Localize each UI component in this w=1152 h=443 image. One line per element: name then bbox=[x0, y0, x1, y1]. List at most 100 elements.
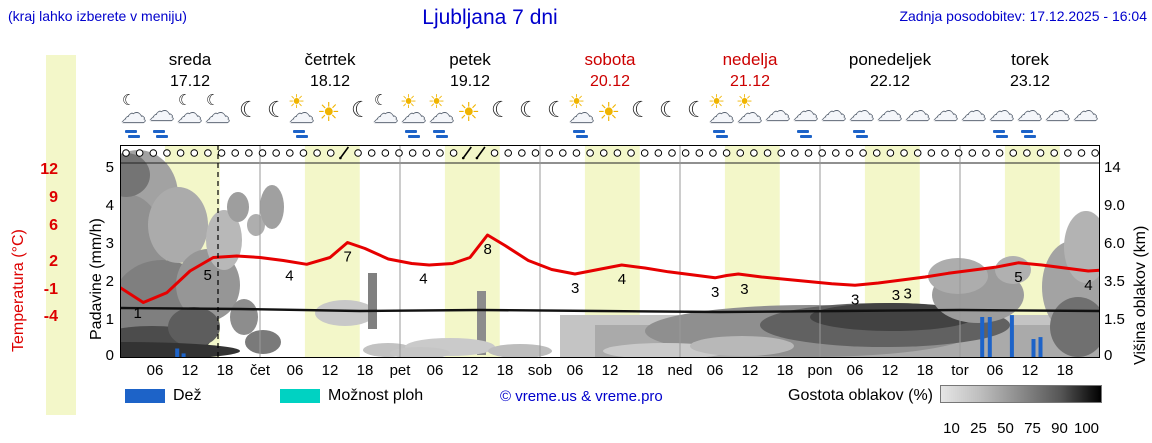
shower-symbol-dot bbox=[461, 156, 465, 160]
temperature-value-label: 5 bbox=[204, 267, 212, 284]
weather-icon-moon-cloud: ☾ ☁ bbox=[176, 90, 204, 142]
cloud-icon: ☁ bbox=[1017, 98, 1042, 126]
day-name: sobota bbox=[584, 50, 636, 69]
day-name: petek bbox=[449, 50, 491, 69]
temperature-value-label: 3 bbox=[892, 287, 900, 304]
sky-cover-symbol bbox=[736, 149, 745, 157]
moon-icon: ☾ bbox=[178, 92, 192, 109]
sky-cover-symbol bbox=[559, 149, 567, 157]
rain-bar bbox=[1031, 339, 1036, 358]
weather-icon-moon: ☾ bbox=[652, 90, 680, 142]
x-tick: 18 bbox=[1056, 362, 1074, 379]
daylight-band bbox=[444, 145, 500, 358]
moon-icon: ☾ bbox=[519, 97, 539, 122]
x-tick: 06 bbox=[146, 362, 164, 379]
weather-icon-sun-cloud-rain: ☀ ☁ bbox=[708, 90, 736, 142]
sky-cover-symbol bbox=[886, 149, 895, 157]
rain-bar bbox=[987, 317, 992, 358]
day-header-nedelja: nedelja 21.12 bbox=[680, 50, 820, 91]
rain-bar bbox=[1009, 315, 1014, 358]
sky-cover-symbol bbox=[395, 149, 403, 157]
cloud-density-scale-labels: 10 25 50 75 90 100 bbox=[938, 420, 1104, 437]
day-date: 20.12 bbox=[589, 73, 631, 90]
day-header-sreda: sreda 17.12 bbox=[120, 50, 260, 91]
sky-cover-symbol bbox=[531, 149, 540, 157]
day-name: ponedeljek bbox=[848, 50, 932, 69]
sun-icon: ☀ bbox=[597, 97, 621, 127]
day-date: 23.12 bbox=[1009, 73, 1051, 90]
weather-icon-sun: ☀ bbox=[316, 90, 344, 142]
moon-icon: ☾ bbox=[491, 97, 511, 122]
rain-mark bbox=[408, 135, 420, 138]
rain-mark bbox=[405, 130, 417, 133]
x-tick: 12 bbox=[1021, 362, 1039, 379]
cloud-icon: ☁ bbox=[877, 98, 902, 126]
cloud-icon: ☁ bbox=[793, 98, 818, 126]
rain-mark bbox=[716, 135, 728, 138]
weather-icon-cloud-rain: ☁ bbox=[988, 90, 1016, 142]
sky-cover-symbol bbox=[995, 149, 1004, 157]
sky-cover-symbol bbox=[832, 149, 840, 157]
day-date: 17.12 bbox=[169, 73, 211, 90]
showers-legend-swatch bbox=[280, 389, 320, 403]
cloud-icon: ☁ bbox=[205, 100, 230, 128]
location-hint: (kraj lahko izberete v meniju) bbox=[8, 8, 187, 24]
page-title: Ljubljana 7 dni bbox=[422, 6, 558, 29]
x-tick: 18 bbox=[216, 362, 234, 379]
last-updated: Zadnja posodobitev: 17.12.2025 - 16:04 bbox=[899, 8, 1147, 24]
rain-bar bbox=[175, 348, 180, 358]
sun-icon: ☀ bbox=[317, 97, 341, 127]
sky-cover-symbol bbox=[299, 149, 308, 157]
cloud-density-scale-bar bbox=[940, 385, 1102, 403]
sky-cover-symbol bbox=[163, 149, 171, 157]
sky-cover-symbol bbox=[545, 149, 553, 157]
weather-icon-sun: ☀ bbox=[456, 90, 484, 142]
temperature-value-label: 3 bbox=[851, 291, 859, 308]
cloud-icon: ☁ bbox=[569, 100, 594, 128]
rain-mark bbox=[797, 130, 809, 133]
weather-icon-sun-rain: ☀ ☁ bbox=[428, 90, 456, 142]
x-tick: 06 bbox=[286, 362, 304, 379]
cloud-height-tick: 3.5 bbox=[1104, 273, 1125, 290]
rain-mark bbox=[128, 135, 140, 138]
sun-icon: ☀ bbox=[708, 92, 726, 113]
weather-icon-cloud: ☁ bbox=[932, 90, 960, 142]
rain-mark bbox=[573, 130, 585, 133]
sky-cover-symbol bbox=[968, 149, 977, 157]
sky-cover-symbol bbox=[1050, 149, 1059, 157]
rain-mark bbox=[296, 135, 308, 138]
sky-cover-symbol bbox=[572, 149, 581, 157]
sky-cover-symbol bbox=[245, 149, 253, 157]
weather-icon-cloud: ☁ bbox=[960, 90, 988, 142]
cloud-area bbox=[227, 192, 249, 222]
temperature-value-label: 1 bbox=[134, 305, 142, 322]
sky-cover-symbol bbox=[668, 149, 676, 157]
sky-cover-symbol bbox=[149, 149, 158, 157]
sun-icon: ☀ bbox=[568, 92, 586, 113]
rain-mark bbox=[853, 130, 865, 133]
precip-tick: 5 bbox=[105, 159, 114, 176]
cloud-height-tick: 9.0 bbox=[1104, 197, 1125, 214]
precip-tick: 4 bbox=[105, 197, 114, 214]
sky-cover-symbol bbox=[354, 149, 362, 157]
temperature-value-label: 8 bbox=[484, 241, 492, 258]
sky-cover-symbol bbox=[845, 149, 854, 157]
weather-icon-cloud-rain: ☁ bbox=[792, 90, 820, 142]
x-tick: 18 bbox=[776, 362, 794, 379]
day-header-petek: petek 19.12 bbox=[400, 50, 540, 91]
x-tick: 06 bbox=[986, 362, 1004, 379]
day-date: 22.12 bbox=[869, 73, 911, 90]
sky-cover-symbol bbox=[1023, 149, 1031, 157]
sun-icon: ☀ bbox=[428, 92, 446, 113]
copyright-link[interactable]: © vreme.us & vreme.pro bbox=[500, 388, 663, 405]
weather-icon-moon-cloud: ☾ ☁ bbox=[204, 90, 232, 142]
sky-cover-symbol bbox=[449, 149, 458, 157]
sky-cover-symbol bbox=[286, 149, 294, 157]
weather-icon-moon-rain: ☾ ☁ bbox=[120, 90, 148, 142]
temperature-value-label: 7 bbox=[344, 249, 352, 266]
x-tick: 12 bbox=[181, 362, 199, 379]
day-name: nedelja bbox=[722, 50, 778, 69]
cloud-icon: ☁ bbox=[709, 100, 734, 128]
sky-cover-symbol bbox=[804, 149, 813, 157]
